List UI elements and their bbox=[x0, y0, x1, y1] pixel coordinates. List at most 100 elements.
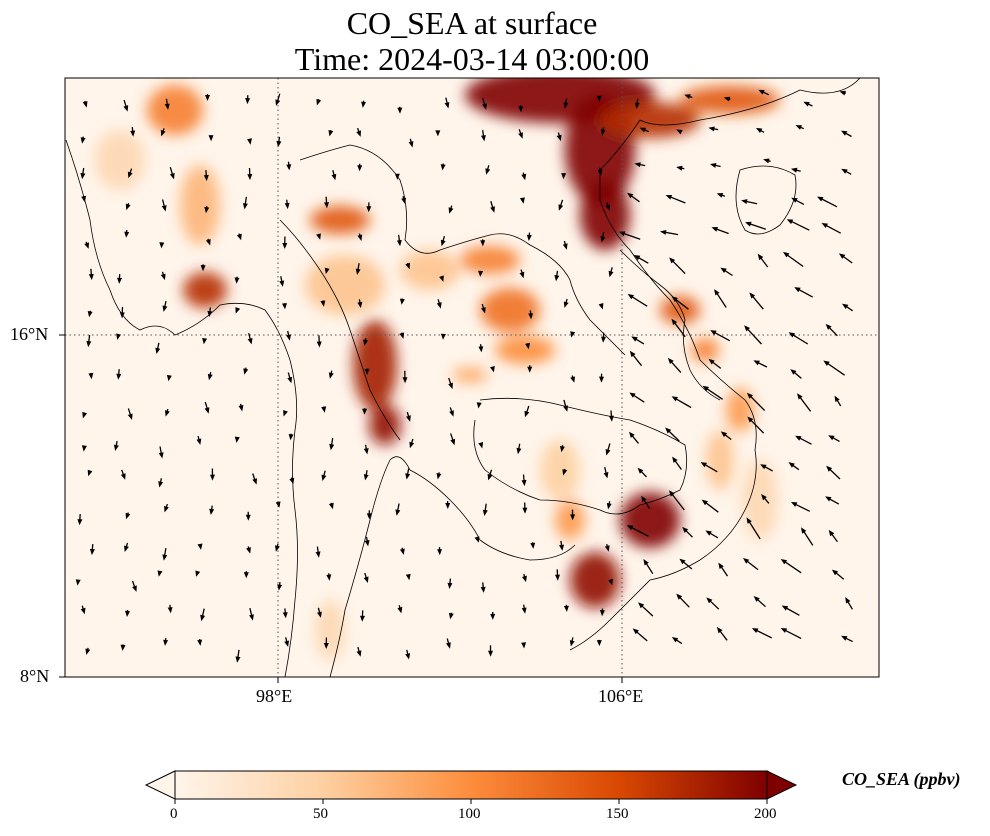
wind-arrow-head bbox=[720, 267, 727, 273]
wind-arrow-head bbox=[402, 377, 408, 384]
wind-arrow-head bbox=[361, 101, 366, 108]
wind-arrow-head bbox=[753, 596, 760, 602]
wind-arrow-head bbox=[164, 505, 169, 513]
wind-arrow-head bbox=[448, 612, 454, 620]
wind-arrow-head bbox=[87, 469, 93, 477]
wind-arrow-head bbox=[399, 332, 405, 339]
colorbar bbox=[144, 770, 798, 804]
wind-arrow-head bbox=[360, 615, 365, 622]
wind-arrow-head bbox=[243, 368, 249, 375]
wind-arrow-head bbox=[676, 593, 683, 600]
wind-arrow-head bbox=[780, 628, 788, 633]
map-frame bbox=[64, 77, 880, 678]
wind-arrow-head bbox=[161, 205, 167, 212]
wind-arrow-head bbox=[357, 234, 363, 241]
co-plume bbox=[480, 288, 540, 332]
wind-arrow-head bbox=[84, 242, 89, 249]
wind-arrow-head bbox=[794, 287, 801, 293]
wind-arrow-head bbox=[633, 255, 641, 261]
wind-arrow-head bbox=[288, 434, 294, 441]
wind-arrow-head bbox=[200, 614, 206, 622]
co-plume bbox=[555, 500, 585, 540]
wind-arrow-head bbox=[275, 545, 280, 552]
lon-tick-98e: 98°E bbox=[256, 686, 293, 706]
wind-arrow-head bbox=[450, 438, 456, 446]
wind-arrow-head bbox=[208, 135, 214, 142]
co-plume bbox=[691, 338, 719, 362]
wind-arrow-head bbox=[366, 513, 372, 520]
co-plume bbox=[706, 430, 734, 490]
wind-arrow-head bbox=[279, 280, 285, 287]
wind-arrow-head bbox=[627, 192, 634, 199]
wind-arrow-head bbox=[435, 130, 441, 137]
coastlines-and-borders bbox=[65, 78, 861, 677]
wind-arrow-head bbox=[702, 385, 709, 392]
wind-arrow-head bbox=[246, 547, 251, 554]
wind-arrow-head bbox=[801, 527, 807, 534]
wind-arrow-head bbox=[324, 267, 330, 275]
wind-arrow-head bbox=[569, 640, 575, 647]
wind-arrow-head bbox=[286, 334, 291, 341]
wind-arrow-head bbox=[744, 325, 750, 332]
wind-arrow-head bbox=[316, 98, 322, 106]
wind-arrow-head bbox=[608, 270, 614, 278]
wind-arrow-head bbox=[395, 509, 401, 516]
wind-arrow-head bbox=[671, 318, 678, 325]
wind-arrow-head bbox=[210, 474, 215, 481]
wind-arrow-head bbox=[631, 336, 638, 342]
wind-arrow-head bbox=[276, 140, 282, 148]
colorbar-tick-200: 200 bbox=[754, 806, 777, 822]
wind-arrow-head bbox=[660, 230, 667, 235]
wind-arrow-head bbox=[234, 277, 240, 284]
wind-arrow-head bbox=[287, 376, 293, 384]
wind-arrow-head bbox=[326, 574, 332, 581]
wind-arrow-head bbox=[643, 559, 649, 566]
wind-arrow-head bbox=[521, 479, 527, 487]
wind-arrow-head bbox=[328, 130, 334, 137]
wind-arrow-head bbox=[125, 610, 130, 617]
wind-arrow-head bbox=[363, 448, 369, 455]
co-plume bbox=[742, 460, 778, 540]
wind-arrow-head bbox=[758, 89, 765, 95]
wind-arrow-head bbox=[570, 376, 575, 383]
wind-arrow-head bbox=[116, 333, 121, 340]
wind-arrow-head bbox=[708, 126, 715, 132]
wind-arrow-head bbox=[524, 410, 530, 418]
wind-arrow-head bbox=[516, 447, 522, 455]
wind-arrow-head bbox=[204, 407, 210, 414]
wind-arrow-head bbox=[363, 474, 369, 481]
wind-arrow-head bbox=[81, 195, 87, 203]
wind-arrow-head bbox=[440, 333, 446, 340]
wind-arrow-head bbox=[629, 431, 635, 438]
wind-arrow-head bbox=[317, 611, 322, 618]
wind-arrow-head bbox=[714, 289, 720, 296]
wind-arrow-head bbox=[399, 548, 405, 555]
co-plume bbox=[460, 246, 520, 274]
wind-arrow-head bbox=[671, 396, 678, 402]
wind-arrow-head bbox=[328, 502, 334, 510]
wind-arrow-head bbox=[481, 135, 486, 142]
wind-arrow-head bbox=[448, 382, 453, 390]
wind-arrow-head bbox=[81, 445, 87, 452]
wind-arrow-head bbox=[826, 465, 833, 472]
wind-arrow-head bbox=[397, 107, 403, 114]
wind-arrow-head bbox=[196, 438, 202, 445]
wind-arrow-head bbox=[629, 350, 636, 358]
wind-arrow-head bbox=[478, 346, 484, 353]
wind-arrow-head bbox=[741, 199, 748, 204]
wind-arrow-head bbox=[125, 512, 131, 520]
wind-arrow-head bbox=[282, 243, 288, 249]
wind-arrow-head bbox=[80, 607, 86, 615]
wind-arrow-head bbox=[357, 301, 363, 309]
wind-arrow-head bbox=[323, 643, 329, 649]
wind-arrow-head bbox=[825, 323, 832, 330]
wind-arrow-head bbox=[449, 410, 454, 417]
wind-arrow-head bbox=[490, 366, 495, 373]
wind-arrow-head bbox=[788, 332, 795, 338]
wind-arrow-head bbox=[558, 204, 564, 211]
wind-arrow-head bbox=[797, 393, 803, 400]
wind-arrow-head bbox=[195, 570, 201, 577]
wind-arrow-head bbox=[163, 639, 169, 646]
wind-arrow-head bbox=[723, 96, 731, 102]
